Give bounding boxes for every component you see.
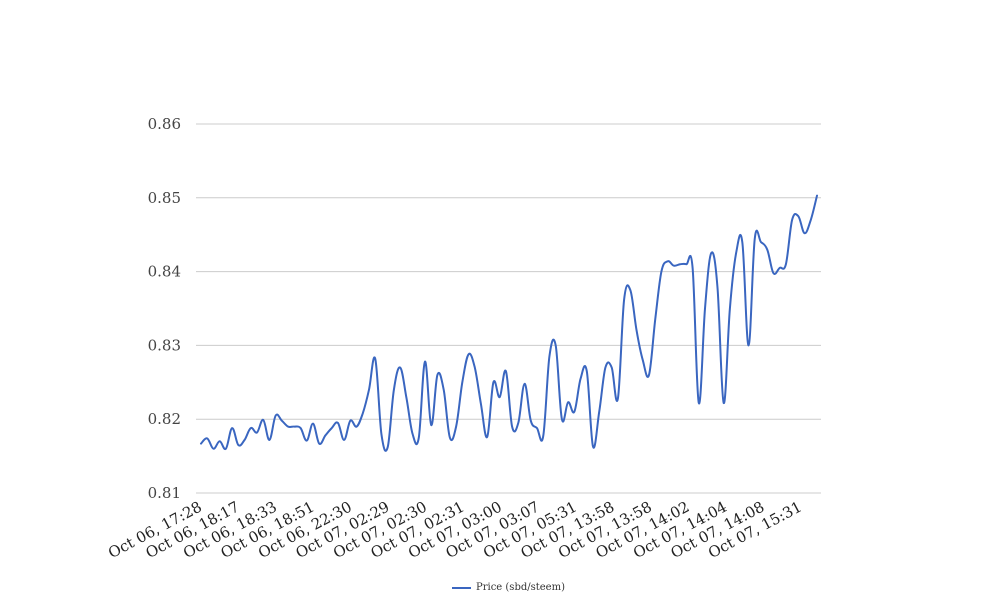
y-tick-label: 0.81 — [148, 484, 181, 502]
y-tick-label: 0.83 — [148, 336, 181, 354]
legend: Price (sbd/steem) — [452, 582, 565, 593]
y-tick-label: 0.85 — [148, 189, 181, 207]
series-line-price — [200, 194, 818, 452]
legend-label: Price (sbd/steem) — [476, 582, 565, 593]
y-tick-label: 0.84 — [148, 263, 181, 281]
legend-swatch — [452, 586, 471, 589]
gridlines — [196, 123, 821, 494]
y-tick-label: 0.82 — [148, 410, 181, 428]
series-layer — [200, 194, 818, 452]
y-tick-label: 0.86 — [148, 115, 181, 133]
y-axis: 0.81 0.82 0.83 0.84 0.85 0.86 — [148, 115, 181, 502]
